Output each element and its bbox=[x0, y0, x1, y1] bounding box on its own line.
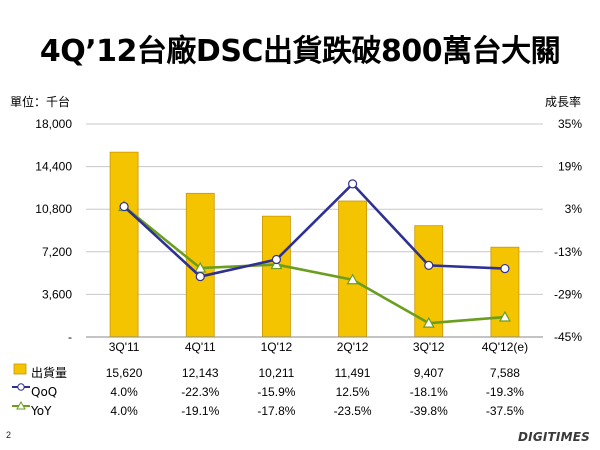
point-qoq bbox=[424, 260, 434, 270]
data-label: -37.5% bbox=[486, 404, 524, 418]
x-tick-label: 2Q'12 bbox=[337, 340, 369, 354]
data-label: -17.8% bbox=[257, 404, 295, 418]
left-axis-ticks: - 3,600 7,200 10,800 14,400 18,000 bbox=[35, 117, 72, 344]
chart-title: 4Q’12台廠DSC出貨跌破800萬台大關 bbox=[39, 34, 561, 69]
left-axis-tick-label: 10,800 bbox=[35, 202, 72, 216]
legend-marker-qoq bbox=[17, 383, 25, 391]
point-qoq bbox=[271, 254, 282, 265]
data-table: 出貨量 15,620 12,143 10,211 11,491 9,407 7,588 QoQ… bbox=[12, 363, 524, 418]
x-tick-label: 3Q'12 bbox=[413, 340, 445, 354]
x-axis: 3Q'11 4Q'11 1Q'12 2Q'12 3Q'12 4Q'12(e) bbox=[86, 336, 543, 354]
right-axis-tick-label: -29% bbox=[554, 287, 582, 301]
data-label: 4.0% bbox=[110, 385, 138, 399]
legend-label-shipments: 出貨量 bbox=[31, 365, 67, 380]
point-qoq bbox=[195, 271, 205, 282]
right-axis-unit-label: 成長率 bbox=[545, 94, 581, 109]
legend-swatch-shipments bbox=[13, 363, 27, 375]
point-qoq bbox=[347, 179, 358, 189]
page-number: 2 bbox=[6, 430, 12, 440]
data-label: -19.1% bbox=[181, 404, 219, 418]
bar bbox=[338, 200, 367, 338]
point-yoy bbox=[346, 273, 359, 285]
legend-label-yoy: YoY bbox=[30, 404, 52, 418]
x-tick-label: 4Q'12(e) bbox=[482, 340, 528, 354]
left-axis-tick-label: 7,200 bbox=[42, 245, 72, 259]
point-qoq bbox=[500, 263, 510, 274]
data-label: -22.3% bbox=[181, 385, 219, 399]
data-label: -23.5% bbox=[334, 404, 372, 418]
data-label: 12.5% bbox=[336, 385, 370, 399]
data-label: -18.1% bbox=[410, 385, 448, 399]
line-qoq bbox=[123, 182, 505, 278]
x-tick-label: 4Q'11 bbox=[185, 340, 216, 354]
x-tick-label: 1Q'12 bbox=[261, 340, 293, 354]
data-label: 7,588 bbox=[490, 366, 520, 380]
bar bbox=[490, 246, 520, 338]
left-axis-tick-label: 3,600 bbox=[42, 287, 72, 301]
gridlines bbox=[86, 123, 543, 295]
data-label: 11,491 bbox=[335, 366, 371, 380]
bar bbox=[262, 215, 291, 338]
right-axis-tick-label: -13% bbox=[554, 245, 582, 259]
point-qoq bbox=[119, 201, 129, 212]
right-axis-tick-label: -45% bbox=[554, 330, 582, 344]
right-axis-ticks: -45% -29% -13% 3% 19% 35% bbox=[554, 117, 582, 344]
left-axis-tick-label: 18,000 bbox=[35, 117, 72, 131]
data-label: -15.9% bbox=[257, 385, 295, 399]
data-label: 4.0% bbox=[110, 404, 138, 418]
point-yoy bbox=[422, 316, 435, 328]
data-label: 15,620 bbox=[106, 366, 143, 380]
left-axis-tick-label: 14,400 bbox=[35, 160, 72, 174]
digitimes-logo: DIGITIMES bbox=[518, 430, 590, 444]
line-yoy bbox=[123, 205, 506, 325]
data-label: -39.8% bbox=[410, 404, 448, 418]
data-label: 12,143 bbox=[182, 366, 219, 380]
legend-marker-yoy bbox=[16, 400, 26, 410]
bar bbox=[109, 151, 139, 338]
x-tick-label: 3Q'11 bbox=[109, 340, 140, 354]
left-axis-tick-label: - bbox=[68, 330, 72, 344]
data-label: 9,407 bbox=[414, 366, 444, 380]
right-axis-tick-label: 19% bbox=[558, 160, 582, 174]
data-label: -19.3% bbox=[486, 385, 524, 399]
right-axis-tick-label: 3% bbox=[565, 202, 583, 216]
point-yoy bbox=[498, 310, 511, 322]
legend-label-qoq: QoQ bbox=[31, 385, 57, 399]
right-axis-tick-label: 35% bbox=[558, 117, 582, 131]
left-axis-unit-label: 單位：千台 bbox=[10, 94, 70, 109]
data-label: 10,211 bbox=[259, 366, 295, 380]
line-series bbox=[118, 179, 511, 328]
